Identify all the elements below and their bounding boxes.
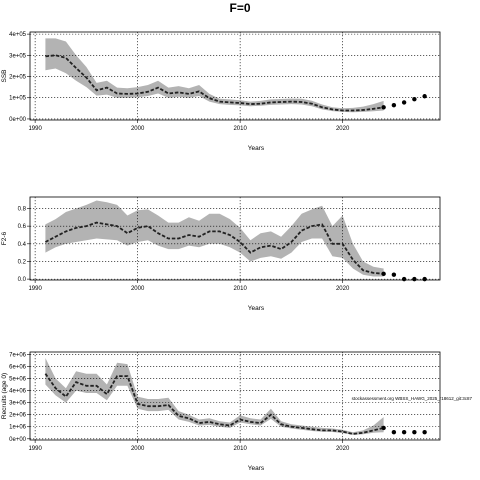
y-tick-label: 3e+06 xyxy=(9,401,27,407)
y-tick-label: 0.6 xyxy=(18,224,27,230)
ssb-projection-point xyxy=(412,97,417,102)
f26-projection-point xyxy=(412,276,417,282)
f26-y-axis-label: F2-6 xyxy=(1,231,8,245)
ssb-y-axis-label: SSB xyxy=(1,69,8,82)
y-tick-label: 6e+06 xyxy=(9,364,27,370)
x-tick-label: 2000 xyxy=(131,286,145,292)
recruits-projection-point xyxy=(381,425,386,431)
x-tick-label: 2000 xyxy=(131,446,145,452)
y-tick-label: 2e+06 xyxy=(9,413,27,419)
f26-confidence-band xyxy=(45,200,384,277)
ssb-x-axis-label: Years xyxy=(248,145,265,152)
f26-x-axis-label: Years xyxy=(248,305,265,312)
f26-projection-point xyxy=(391,272,397,277)
y-tick-label: 0.4 xyxy=(18,242,27,248)
x-tick-label: 2010 xyxy=(233,286,247,292)
recruits-projection-point xyxy=(412,429,417,435)
f26-projection-point xyxy=(422,276,427,282)
recruits-projection-point xyxy=(391,429,397,435)
f26-projection-point xyxy=(401,276,407,282)
y-tick-label: 5e+06 xyxy=(9,377,27,383)
y-tick-label: 4e+05 xyxy=(9,32,27,38)
y-tick-label: 2e+05 xyxy=(9,75,27,81)
recruits-projection-point xyxy=(401,429,407,435)
y-tick-label: 7e+06 xyxy=(9,352,27,358)
recruits-x-axis-label: Years xyxy=(248,465,265,472)
panel-fishing-mortality: 1990 2000 2010 2020 0.0 0.2 0.4 0.6 0.8 Years F2-6 xyxy=(1,196,441,312)
f26-projection-point xyxy=(381,271,386,277)
y-tick-label: 3e+05 xyxy=(9,53,27,59)
ssb-confidence-band xyxy=(45,38,384,113)
panel-recruitment: 1990 2000 2010 2020 0e+00 1e+06 2e+06 3e+06 4e+0… xyxy=(1,351,473,472)
y-tick-label: 0.0 xyxy=(18,277,27,283)
y-tick-label: 0.8 xyxy=(18,206,27,212)
x-tick-label: 1990 xyxy=(28,286,42,292)
plot-frame xyxy=(29,31,441,121)
ssb-projection-point xyxy=(422,94,427,99)
y-tick-label: 1e+05 xyxy=(9,96,27,102)
recruits-confidence-band xyxy=(45,358,384,435)
y-tick-label: 0.2 xyxy=(18,259,27,265)
panel-ssb: 1990 2000 2010 2020 0e+00 1e+05 2e+05 3e+05 4e+0… xyxy=(1,31,441,152)
y-tick-label: 0e+00 xyxy=(9,117,27,123)
x-tick-label: 2000 xyxy=(131,126,145,132)
x-tick-label: 2010 xyxy=(233,446,247,452)
f26-median-line xyxy=(44,221,384,275)
y-tick-label: 0e+00 xyxy=(9,437,27,443)
ssb-median-line xyxy=(45,54,384,112)
x-tick-label: 2020 xyxy=(336,286,350,292)
x-tick-label: 2020 xyxy=(336,446,350,452)
ssb-projection-point xyxy=(391,102,397,108)
ssb-projection-point xyxy=(401,100,407,105)
plot-frame xyxy=(29,351,441,441)
recruits-median-line xyxy=(44,373,384,435)
y-tick-label: 4e+06 xyxy=(9,389,27,395)
plot-frame xyxy=(29,196,441,281)
figure-title: F=0 xyxy=(229,1,250,15)
recruits-projection-point xyxy=(422,429,427,435)
y-tick-label: 1e+06 xyxy=(9,425,27,431)
recruits-y-axis-label: Recruits (age 0) xyxy=(1,373,8,419)
ssb-projection-point xyxy=(381,105,386,110)
x-tick-label: 1990 xyxy=(28,126,42,132)
stockassessment-annotation: stockassessment.org WBSS_HAWG_2025_r1861… xyxy=(352,396,473,401)
x-tick-label: 2020 xyxy=(336,126,350,132)
x-tick-label: 1990 xyxy=(28,446,42,452)
x-tick-label: 2010 xyxy=(233,126,247,132)
